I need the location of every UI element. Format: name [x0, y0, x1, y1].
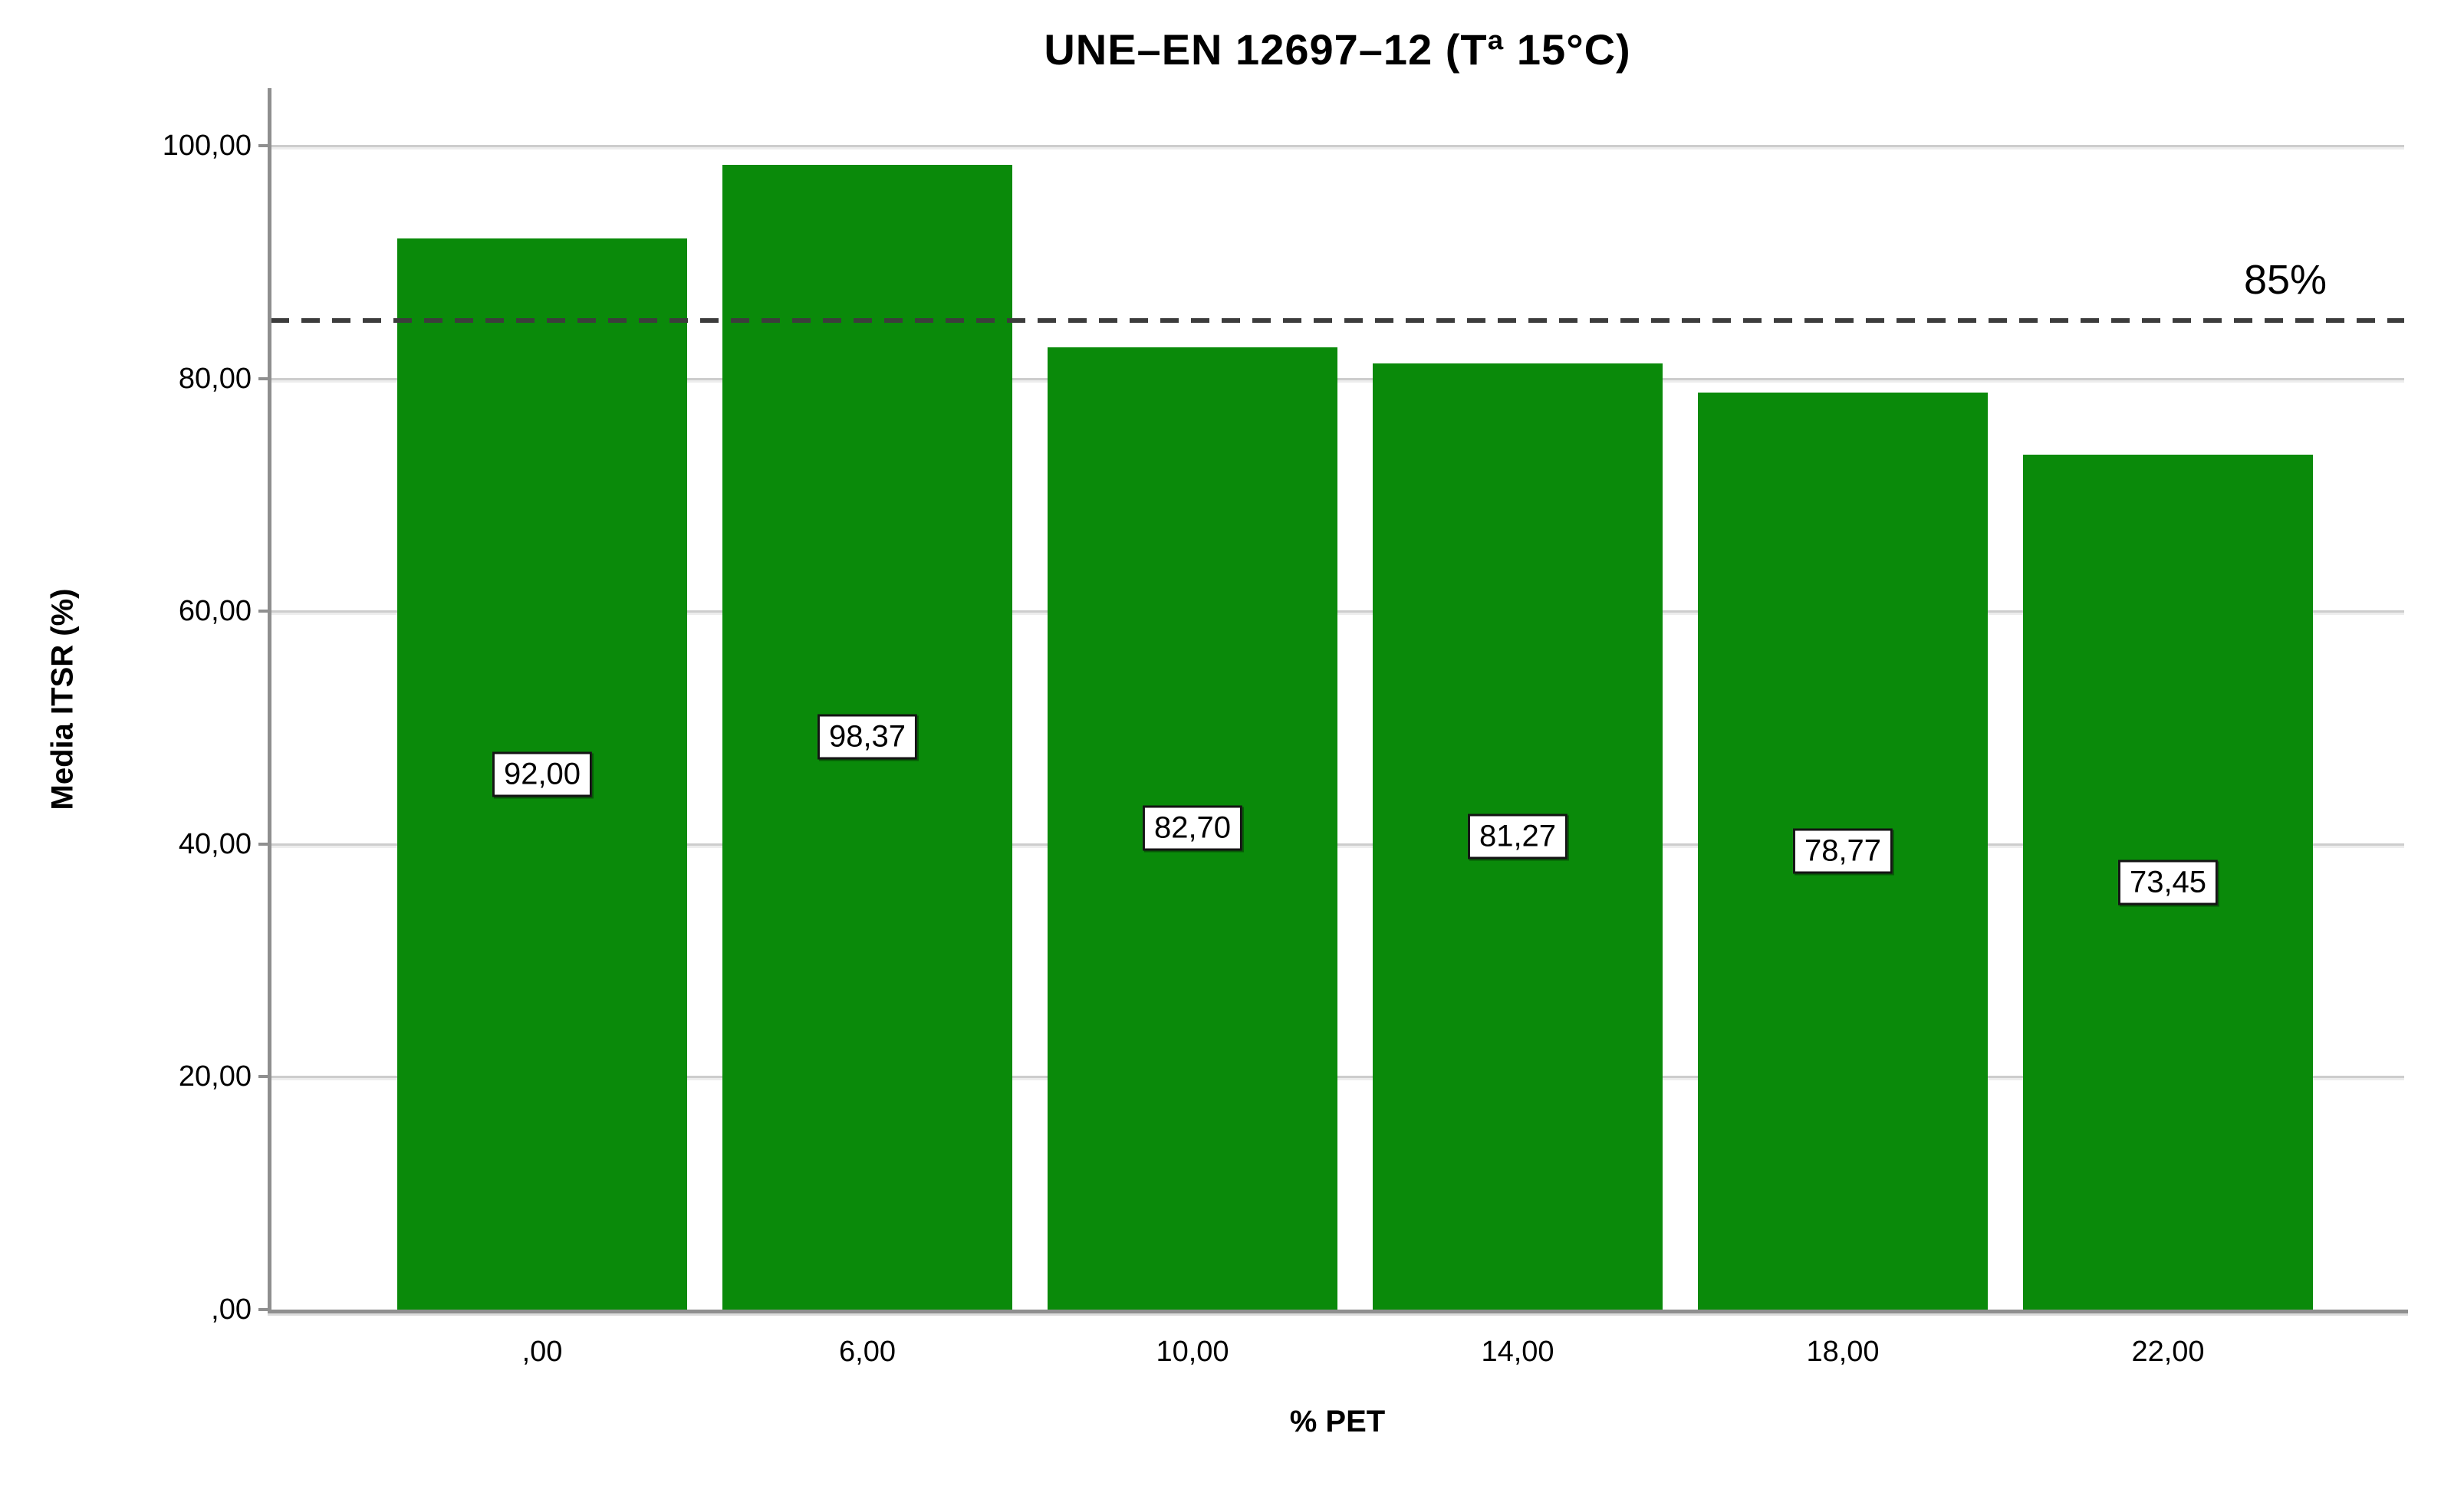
gridline — [271, 145, 2404, 147]
y-tick-label: 100,00 — [162, 130, 252, 162]
x-tick-label: 14,00 — [1481, 1336, 1554, 1368]
y-axis-line — [268, 88, 271, 1313]
y-tick-label: 80,00 — [178, 362, 252, 395]
y-axis-tick — [258, 842, 269, 846]
reference-line-label: 85% — [2243, 257, 2327, 303]
bar-value-label: 81,27 — [1467, 814, 1568, 860]
bar-value-label: 82,70 — [1142, 805, 1243, 851]
y-tick-label: 60,00 — [178, 595, 252, 628]
y-axis-tick — [258, 1308, 269, 1311]
y-tick-label: 20,00 — [178, 1060, 252, 1093]
bar-value-label: 98,37 — [817, 714, 918, 760]
y-axis-tick — [258, 610, 269, 613]
x-tick-label: 22,00 — [2131, 1336, 2205, 1368]
y-tick-label: 40,00 — [178, 827, 252, 860]
reference-line — [271, 317, 2404, 323]
bar-value-label: 73,45 — [2117, 860, 2219, 905]
bar-value-label: 92,00 — [492, 751, 593, 797]
y-axis-tick — [258, 1075, 269, 1079]
x-axis-title: % PET — [1289, 1405, 1386, 1438]
x-axis-line — [268, 1310, 2408, 1313]
y-axis-tick — [258, 376, 269, 380]
gridline — [271, 843, 2404, 846]
chart-title: UNE–EN 12697–12 (Tª 15°C) — [1044, 25, 1631, 74]
x-tick-label: 18,00 — [1806, 1336, 1880, 1368]
gridline — [271, 377, 2404, 380]
gridline — [271, 1076, 2404, 1079]
x-tick-label: ,00 — [521, 1336, 563, 1368]
bar-value-label: 78,77 — [1792, 828, 1893, 874]
gridline — [271, 610, 2404, 613]
y-tick-label: ,00 — [211, 1293, 252, 1326]
x-tick-label: 10,00 — [1156, 1336, 1229, 1368]
y-axis-tick — [258, 144, 269, 147]
x-tick-label: 6,00 — [839, 1336, 896, 1368]
